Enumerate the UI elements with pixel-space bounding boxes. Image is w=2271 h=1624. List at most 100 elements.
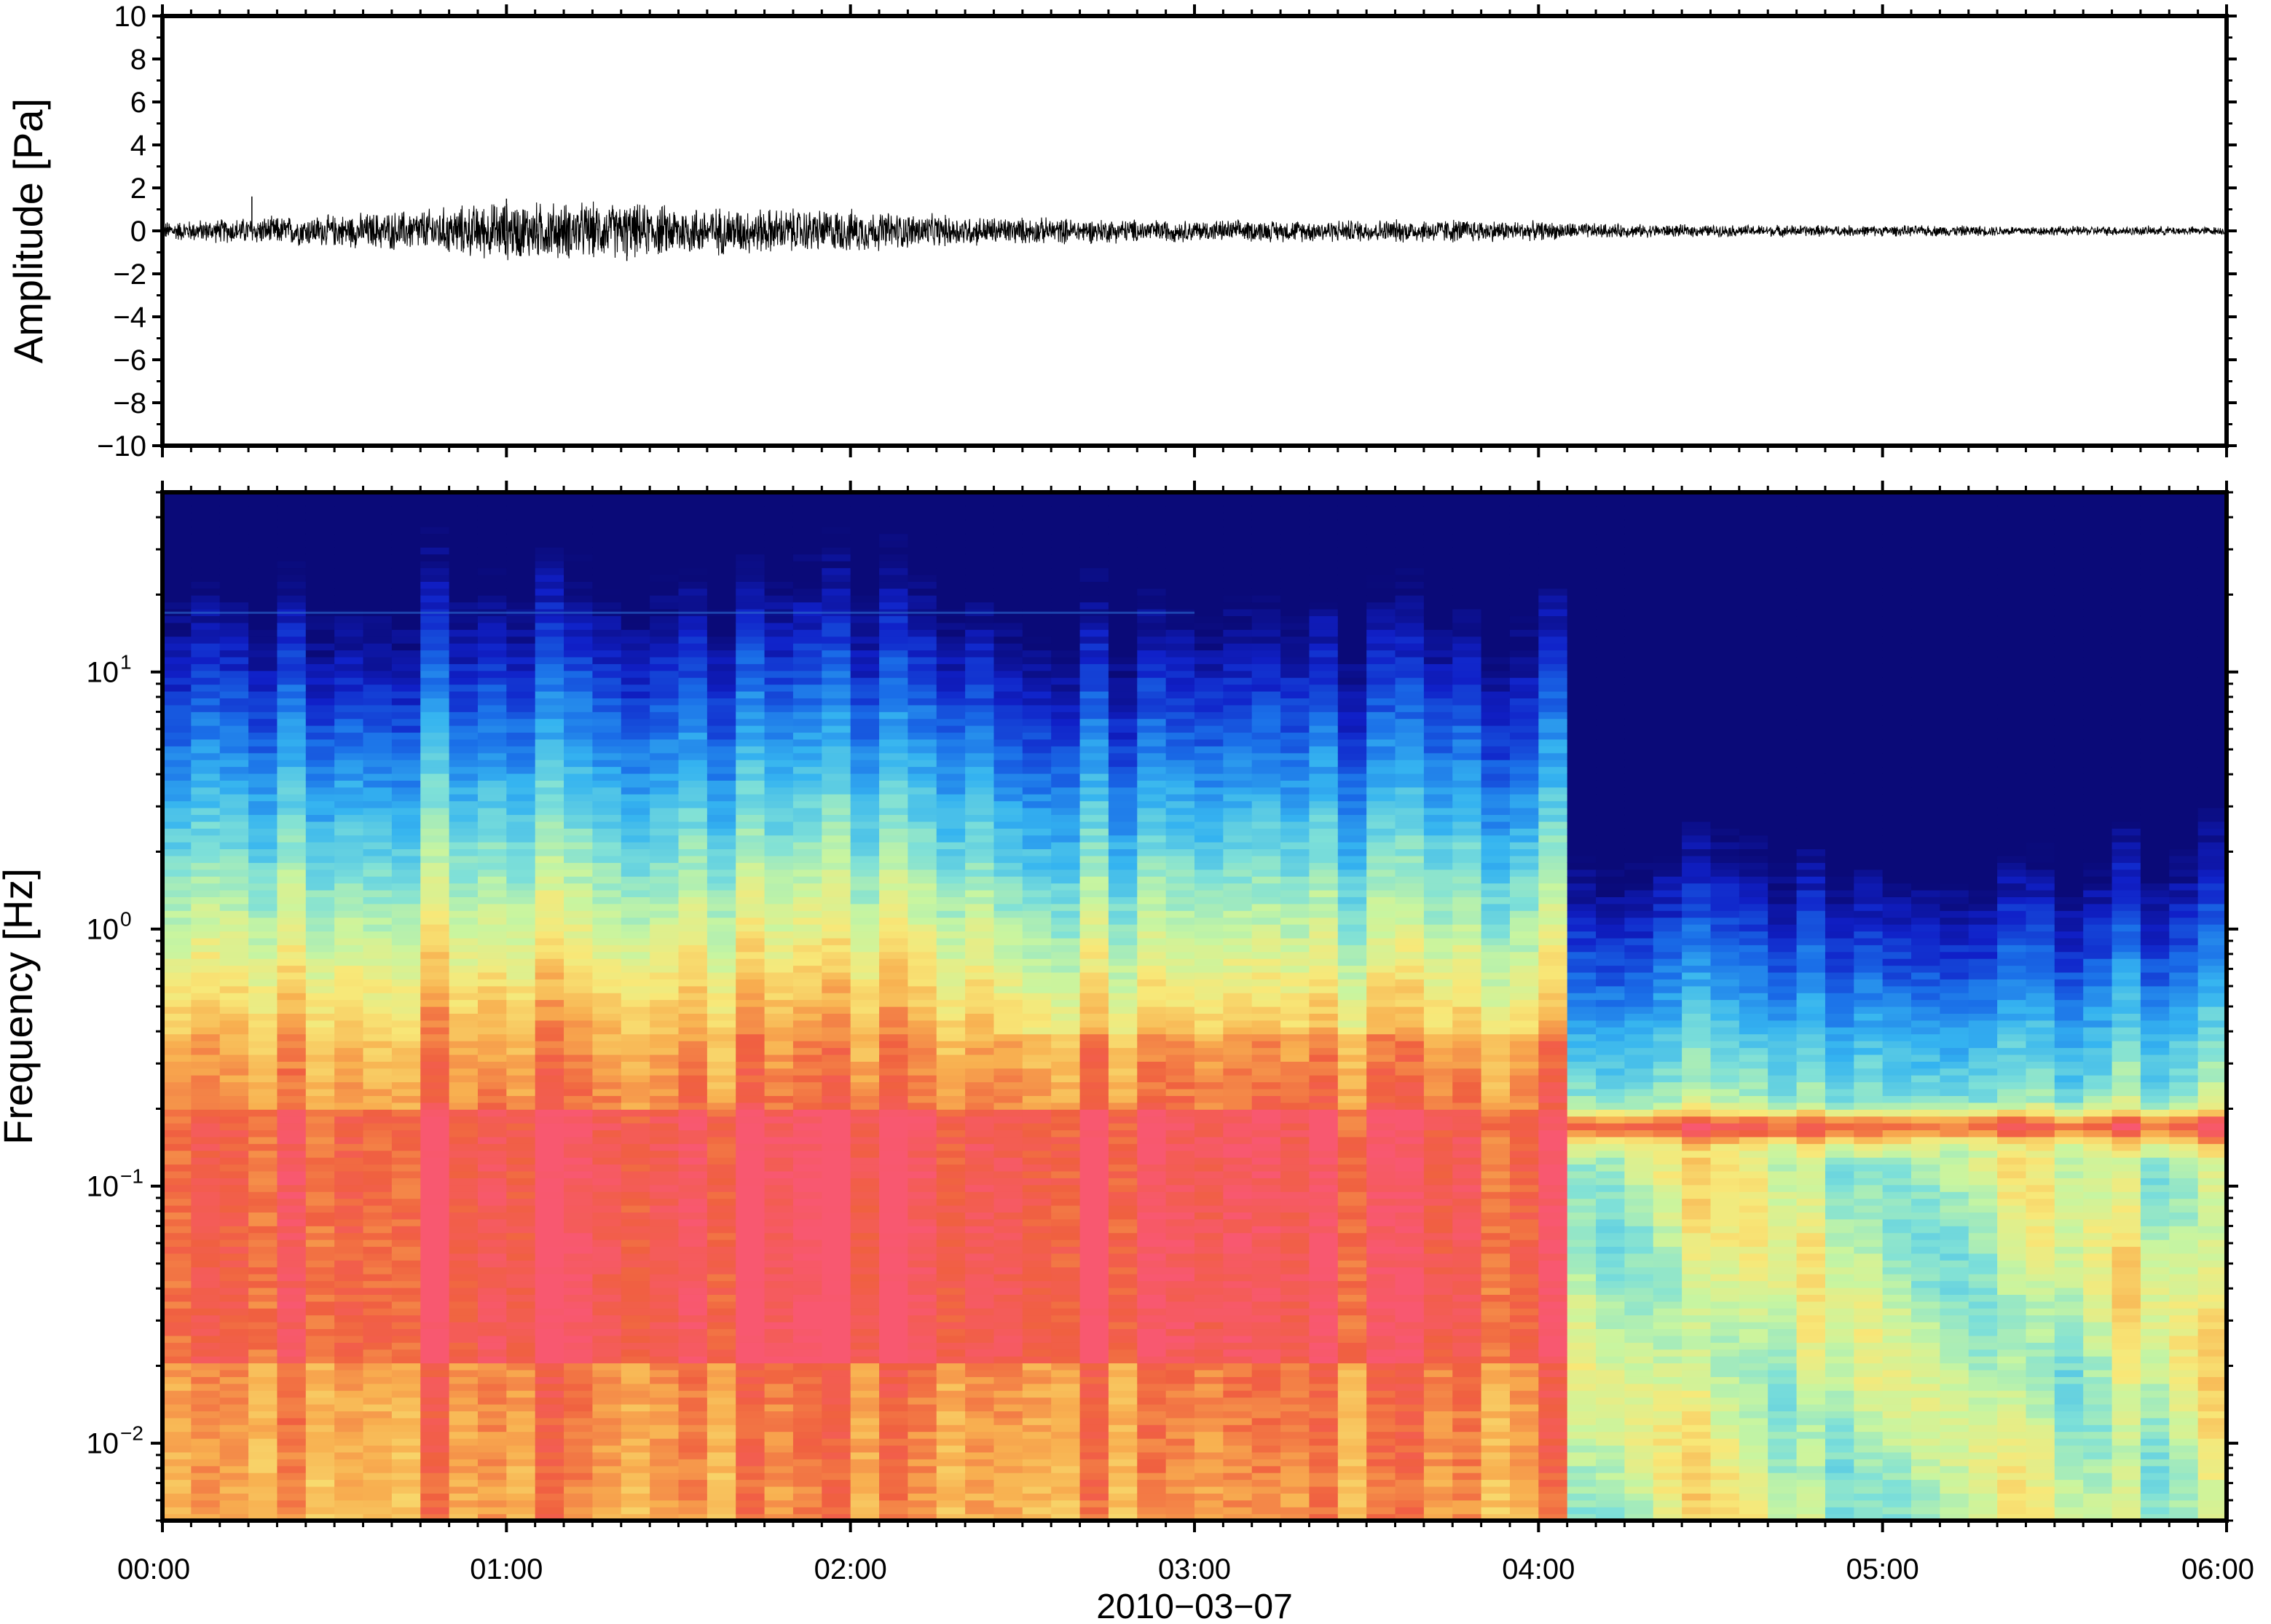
spectrogram-cell bbox=[965, 1088, 995, 1096]
spectrogram-cell bbox=[334, 1459, 364, 1467]
spectrogram-cell bbox=[965, 937, 995, 945]
spectrogram-cell bbox=[936, 1191, 966, 1199]
spectrogram-cell bbox=[564, 540, 594, 548]
spectrogram-cell bbox=[162, 561, 192, 569]
spectrogram-cell bbox=[191, 1274, 221, 1282]
spectrogram-cell bbox=[850, 1260, 880, 1268]
spectrogram-cell bbox=[363, 1047, 393, 1055]
spectrogram-cell bbox=[1051, 1397, 1081, 1405]
spectrogram-cell bbox=[1051, 821, 1081, 829]
spectrogram-cell bbox=[993, 581, 1023, 589]
spectrogram-cell bbox=[1051, 677, 1081, 685]
spectrogram-cell bbox=[908, 1239, 937, 1247]
spectrogram-cell bbox=[936, 1212, 966, 1220]
spectrogram-cell bbox=[822, 1170, 851, 1178]
spectrogram-cell bbox=[650, 615, 680, 623]
spectrogram-cell bbox=[277, 1280, 307, 1288]
spectrogram-cell bbox=[420, 1088, 450, 1096]
spectrogram-cell bbox=[449, 794, 479, 802]
spectrogram-cell bbox=[564, 1054, 594, 1062]
spectrogram-cell bbox=[564, 718, 594, 726]
spectrogram-cell bbox=[621, 1513, 650, 1521]
spectrogram-cell bbox=[162, 993, 192, 1001]
spectrogram-cell bbox=[277, 889, 307, 897]
spectrogram-cell bbox=[850, 945, 880, 953]
spectrogram-cell bbox=[162, 800, 192, 808]
spectrogram-cell bbox=[792, 1363, 822, 1371]
spectrogram-cell bbox=[449, 979, 479, 987]
spectrogram-cell bbox=[449, 1006, 479, 1014]
spectrogram-cell bbox=[219, 752, 249, 760]
spectrogram-cell bbox=[535, 519, 564, 527]
spectrogram-cell bbox=[993, 1513, 1023, 1521]
spectrogram-cell bbox=[191, 814, 221, 822]
spectrogram-cell bbox=[621, 656, 650, 664]
spectrogram-cell bbox=[678, 1363, 708, 1371]
spectrogram-cell bbox=[850, 704, 880, 712]
spectrogram-cell bbox=[736, 985, 765, 993]
spectrogram-cell bbox=[650, 1136, 680, 1144]
spectrogram-cell bbox=[650, 718, 680, 726]
spectrogram-cell bbox=[363, 855, 393, 863]
spectrogram-cell bbox=[248, 1047, 278, 1055]
spectrogram-cell bbox=[736, 684, 765, 692]
spectrogram-cell bbox=[822, 595, 851, 603]
spectrogram-cell bbox=[908, 835, 937, 843]
spectrogram-cell bbox=[850, 1102, 880, 1110]
spectrogram-cell bbox=[420, 513, 450, 521]
spectrogram-cell bbox=[1051, 1356, 1081, 1364]
spectrogram-cell bbox=[936, 800, 966, 808]
spectrogram-cell bbox=[248, 945, 278, 953]
spectrogram-cell bbox=[850, 971, 880, 979]
spectrogram-cell bbox=[305, 828, 335, 836]
spectrogram-cell bbox=[850, 842, 880, 850]
spectrogram-cell bbox=[305, 1041, 335, 1049]
spectrogram-cell bbox=[162, 574, 192, 582]
spectrogram-cell bbox=[936, 718, 966, 726]
spectrogram-cell bbox=[277, 1403, 307, 1411]
spectrogram-cell bbox=[162, 1170, 192, 1178]
spectrogram-cell bbox=[879, 828, 908, 836]
spectrogram-cell bbox=[707, 800, 736, 808]
spectrogram-cell bbox=[879, 1116, 908, 1124]
spectrogram-cell bbox=[1051, 1486, 1081, 1494]
spectrogram-cell bbox=[1051, 1239, 1081, 1247]
spectrogram-cell bbox=[506, 553, 536, 561]
spectrogram-cell bbox=[564, 1397, 594, 1405]
spectrogram-cell bbox=[850, 1109, 880, 1117]
spectrogram-cell bbox=[592, 704, 622, 712]
spectrogram-cell bbox=[1051, 588, 1081, 596]
spectrogram-cell bbox=[678, 1191, 708, 1199]
spectrogram-cell bbox=[621, 629, 650, 637]
spectrogram-cell bbox=[449, 1342, 479, 1350]
spectrogram-cell bbox=[707, 903, 736, 911]
spectrogram-cell bbox=[792, 505, 822, 513]
spectrogram-cell bbox=[993, 1479, 1023, 1487]
spectrogram-cell bbox=[363, 1356, 393, 1364]
spectrogram-cell bbox=[908, 1081, 937, 1089]
spectrogram-cell bbox=[592, 1205, 622, 1213]
spectrogram-cell bbox=[678, 1335, 708, 1343]
spectrogram-cell bbox=[592, 1369, 622, 1377]
spectrogram-cell bbox=[908, 725, 937, 733]
spectrogram-cell bbox=[736, 581, 765, 589]
spectrogram-cell bbox=[219, 1033, 249, 1041]
spectrogram-cell bbox=[678, 1075, 708, 1083]
spectrogram-cell bbox=[764, 1411, 794, 1419]
spectrogram-cell bbox=[564, 1088, 594, 1096]
spectrogram-cell bbox=[764, 1088, 794, 1096]
spectrogram-cell bbox=[449, 1088, 479, 1096]
spectrogram-cell bbox=[822, 1507, 851, 1515]
spectrogram-cell bbox=[391, 1417, 421, 1425]
spectrogram-cell bbox=[879, 937, 908, 945]
spectrogram-cell bbox=[1022, 917, 1052, 925]
spectrogram-cell bbox=[707, 1342, 736, 1350]
spectrogram-cell bbox=[707, 704, 736, 712]
spectrogram-cell bbox=[1051, 835, 1081, 843]
spectrogram-cell bbox=[850, 1170, 880, 1178]
spectrogram-cell bbox=[792, 1314, 822, 1323]
spectrogram-cell bbox=[621, 1493, 650, 1501]
spectrogram-cell bbox=[363, 1473, 393, 1481]
spectrogram-cell bbox=[506, 1513, 536, 1521]
spectrogram-cell bbox=[219, 931, 249, 939]
